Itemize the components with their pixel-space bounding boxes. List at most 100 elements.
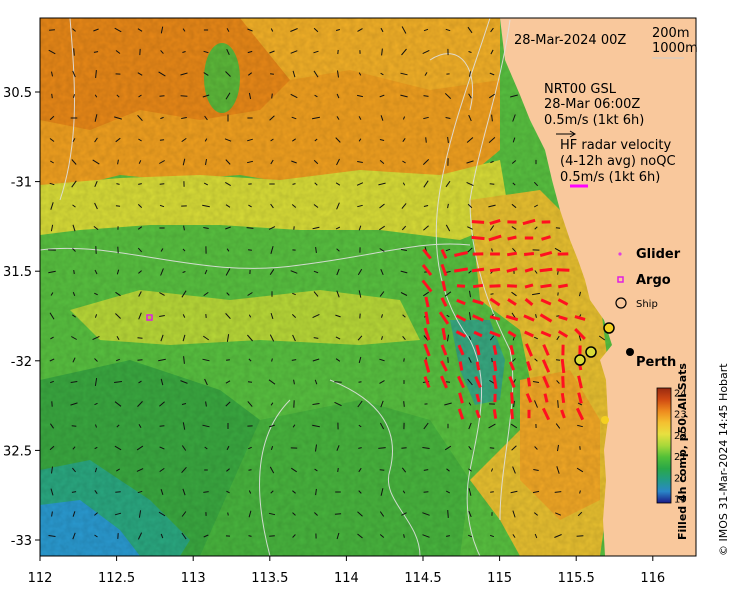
model-current-arrow [401,512,407,516]
model-current-arrow [557,400,559,408]
model-current-arrow [335,358,341,362]
model-current-arrow [70,381,78,383]
model-current-arrow [556,466,560,474]
model-current-arrow [468,114,472,122]
hf-radar-arrow [556,268,570,272]
hf-radar-arrow [541,407,551,421]
model-current-arrow [490,468,494,472]
model-current-arrow [402,490,406,494]
model-current-arrow [73,94,75,98]
model-current-arrow [468,402,472,406]
model-current-arrow [116,336,120,340]
model-current-arrow [115,50,121,54]
hf-radar-arrow [489,315,501,321]
hf-radar-arrow [440,297,448,307]
model-current-arrow [183,356,185,364]
model-current-arrow [158,71,166,77]
model-current-arrow [577,424,583,428]
model-current-arrow [488,423,496,429]
model-current-arrow [269,424,275,428]
model-current-arrow [357,511,363,517]
model-current-arrow [379,422,385,430]
model-current-arrow [226,28,230,32]
model-current-arrow [445,28,451,32]
hf-radar-arrow [541,235,551,241]
hf-radar-arrow [421,263,433,277]
model-current-arrow [73,48,75,56]
hf-radar-arrow [489,297,501,307]
model-current-arrow [225,401,231,407]
model-current-arrow [116,468,120,472]
model-current-arrow [290,50,298,54]
model-current-arrow [489,534,495,538]
model-name: NRT00 GSL [544,82,617,97]
model-current-arrow [315,488,317,496]
hf-radar-arrow [539,267,553,273]
model-current-arrow [116,358,120,362]
model-current-arrow [358,467,362,473]
model-current-arrow [468,468,472,472]
model-current-arrow [511,160,517,164]
colorbar [656,387,672,504]
model-current-arrow [116,424,120,428]
model-current-arrow [181,445,187,451]
colorbar-tick-label: 22 [674,431,687,442]
hf-radar-arrow [577,375,583,389]
model-current-arrow [401,203,407,209]
hf-radar-arrow [560,392,566,404]
hf-title: HF radar velocity [560,138,672,153]
y-tick-label: 30.5 [3,86,32,101]
model-current-arrow [181,466,187,474]
model-current-arrow [94,181,98,187]
model-current-arrow [335,226,341,230]
model-current-arrow [356,182,364,186]
colorbar-ticks: 24 23 22 21 20 19 [674,389,687,506]
model-current-arrow [137,247,143,253]
model-current-arrow [182,271,186,273]
contour-d [329,379,421,556]
hf-radar-arrow [456,284,466,288]
model-current-arrow [227,512,229,516]
hf-radar-arrow [540,283,552,289]
ship-legend-label: Ship [636,299,658,310]
model-current-arrow [380,488,384,496]
model-current-arrow [423,422,429,430]
model-current-arrow [247,292,253,296]
hf-radar-arrow [473,330,483,338]
model-current-arrow [114,381,122,383]
hf-radar-arrow [472,283,484,289]
model-current-arrow [160,334,164,342]
colorbar-tick-label: 19 [674,495,687,506]
model-current-arrow [292,183,296,185]
model-current-arrows [48,26,606,540]
model-current-arrow [138,423,142,429]
model-current-arrow [314,468,318,472]
model-current-arrow [181,511,187,517]
model-current-arrow [579,490,581,494]
model-current-arrow [533,204,539,208]
model-current-arrow [489,225,495,231]
hf-radar-arrow [424,296,430,308]
model-current-arrow [203,291,209,297]
model-current-arrow [247,381,253,383]
model-current-arrow [72,446,76,450]
hf-radar-arrow [510,392,514,404]
model-current-arrow [380,269,384,275]
model-current-arrow [247,28,253,32]
model-current-arrow [270,203,274,209]
hf-radar-arrow [440,375,448,389]
model-current-arrow [291,160,297,164]
hf-radar-arrow [423,359,431,373]
model-current-arrow [159,315,165,317]
model-current-arrow [358,424,362,428]
ship-markers [574,322,634,424]
hf-radar-arrow [574,328,586,340]
model-current-arrow [401,447,407,449]
hf-radar-arrow [505,314,519,322]
x-tick-label: 113.5 [251,571,288,586]
model-current-arrow [577,402,583,406]
model-current-arrow [182,314,186,318]
x-tick-label: 115.5 [558,571,595,586]
model-current-arrow [444,93,452,99]
model-current-arrow [424,72,428,76]
